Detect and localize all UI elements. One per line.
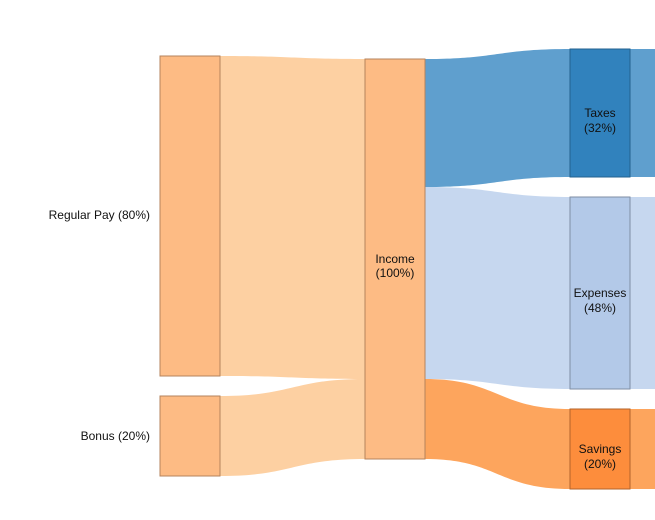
link-income-to-taxes: [425, 49, 570, 187]
node-taxes: [569, 48, 631, 178]
node-savings: [569, 408, 631, 490]
link-taxes-outgoing: [630, 49, 655, 177]
node-bonus: [159, 395, 221, 477]
link-regular-pay-to-income: [220, 56, 365, 379]
link-bonus-to-income: [220, 379, 365, 476]
node-income: [364, 58, 426, 460]
link-income-to-expenses: [425, 187, 570, 389]
node-label-taxes: Taxes: [584, 106, 615, 120]
node-label-savings: Savings: [579, 442, 622, 456]
node-label-income: Income: [375, 252, 415, 266]
node-regular-pay: [159, 55, 221, 377]
link-expenses-outgoing: [630, 197, 655, 389]
node-label-bonus: Bonus (20%): [81, 429, 150, 443]
link-savings-outgoing: [630, 409, 655, 489]
node-label-expenses: Expenses: [574, 286, 627, 300]
node-expenses: [569, 196, 631, 390]
node-label-income-percent: (100%): [376, 266, 415, 280]
node-label-regular-pay: Regular Pay (80%): [49, 208, 150, 222]
node-label-savings-percent: (20%): [584, 457, 616, 471]
node-label-taxes-percent: (32%): [584, 121, 616, 135]
link-income-to-savings: [425, 379, 570, 489]
node-label-expenses-percent: (48%): [584, 301, 616, 315]
